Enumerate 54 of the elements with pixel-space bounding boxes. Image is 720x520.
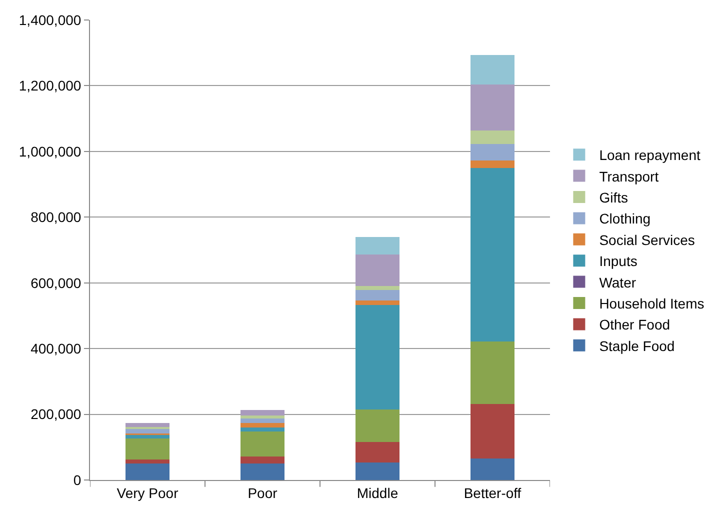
legend-label: Other Food <box>599 316 670 333</box>
y-tick-label: 600,000 <box>30 274 82 291</box>
bar <box>356 300 400 305</box>
legend-label: Water <box>599 274 636 290</box>
legend-label: Staple Food <box>599 338 675 354</box>
y-tick-label: 800,000 <box>30 209 82 226</box>
bar <box>356 409 400 442</box>
bar <box>356 462 400 480</box>
bar <box>470 168 514 342</box>
bar <box>240 464 284 480</box>
legend-label: Transport <box>599 168 659 184</box>
bar <box>240 418 284 423</box>
bar <box>126 464 170 480</box>
bar <box>126 422 170 428</box>
bar <box>356 237 400 254</box>
bar <box>356 442 400 462</box>
bar <box>126 428 170 434</box>
bar <box>240 456 284 464</box>
bar <box>240 432 284 457</box>
legend-label: Household Items <box>599 295 704 312</box>
bar <box>470 342 514 404</box>
bar <box>356 304 400 410</box>
bar <box>240 427 284 432</box>
bar <box>356 290 400 301</box>
bar <box>470 404 514 459</box>
bar <box>126 434 170 438</box>
legend-label: Inputs <box>599 253 638 270</box>
bar <box>470 130 514 144</box>
bar <box>240 422 284 428</box>
bar <box>470 54 514 84</box>
x-tick-label: Very Poor <box>116 484 179 501</box>
bar <box>470 160 514 168</box>
y-tick-label: 1,400,000 <box>18 12 82 28</box>
x-tick-label: Middle <box>356 484 398 501</box>
y-tick-label: 400,000 <box>30 340 82 356</box>
legend-label: Clothing <box>599 210 651 227</box>
bar <box>126 460 170 464</box>
x-tick-label: Poor <box>248 484 278 501</box>
y-tick-label: 200,000 <box>30 406 82 422</box>
bar <box>470 84 514 131</box>
bar <box>356 286 400 290</box>
legend-label: Gifts <box>599 189 628 206</box>
bar <box>470 458 514 480</box>
x-tick-label: Better-off <box>464 484 522 501</box>
y-tick-label: 0 <box>73 472 82 488</box>
bar <box>240 415 284 419</box>
legend-label: Loan repayment <box>599 147 700 164</box>
y-tick-label: 1,200,000 <box>18 78 82 94</box>
y-tick-label: 1,000,000 <box>18 143 82 160</box>
bar <box>240 410 284 416</box>
bar <box>356 254 400 286</box>
bar <box>126 438 170 460</box>
legend-label: Social Services <box>599 232 695 248</box>
bar <box>470 144 514 160</box>
